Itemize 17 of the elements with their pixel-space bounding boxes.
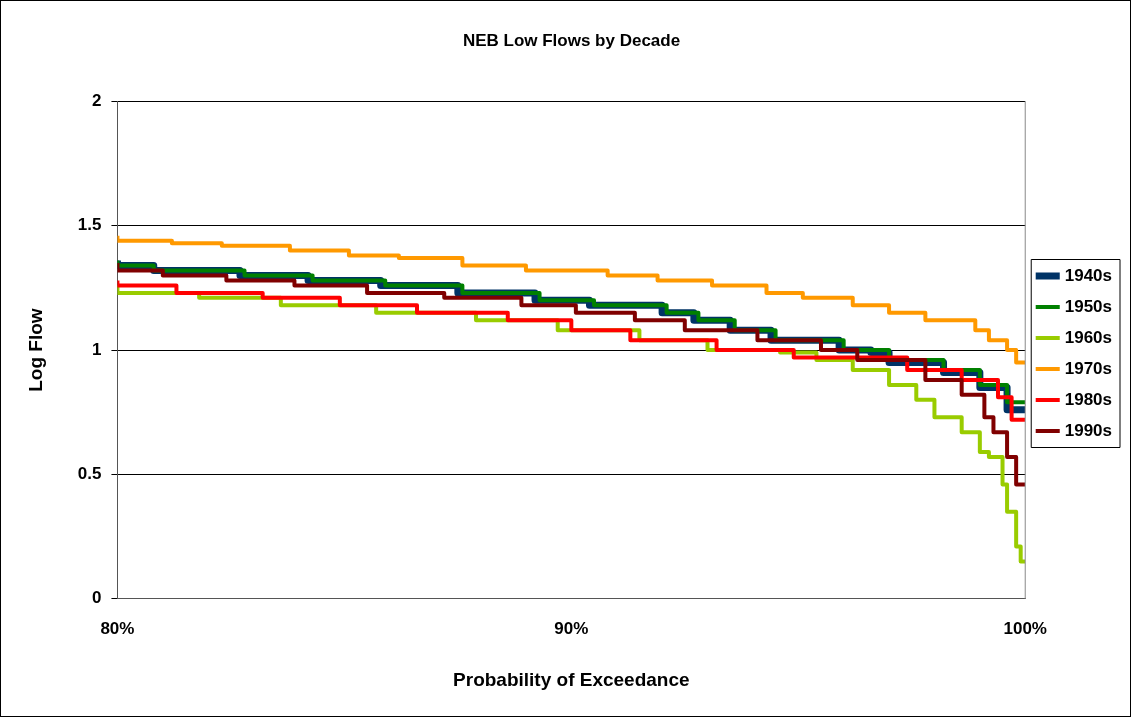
y-tick-label: 1 [91, 339, 102, 359]
chart-title: NEB Low Flows by Decade [462, 30, 681, 50]
x-tick-label: 90% [554, 618, 589, 638]
legend-label: 1970s [1064, 358, 1113, 378]
y-tick-label: 0.5 [77, 464, 102, 484]
y-tick-label: 2 [91, 91, 102, 111]
x-tick-label: 80% [100, 618, 135, 638]
legend-label: 1950s [1064, 296, 1113, 316]
y-axis-title: Log Flow [24, 308, 46, 392]
legend-label: 1960s [1064, 327, 1113, 347]
legend-label: 1990s [1064, 420, 1113, 440]
y-tick-label: 1.5 [77, 215, 102, 235]
legend-label: 1940s [1064, 265, 1113, 285]
x-tick-label: 100% [1003, 618, 1047, 638]
x-axis-title: Probability of Exceedance [453, 668, 690, 690]
legend-label: 1980s [1064, 389, 1113, 409]
y-tick-label: 0 [91, 588, 102, 608]
